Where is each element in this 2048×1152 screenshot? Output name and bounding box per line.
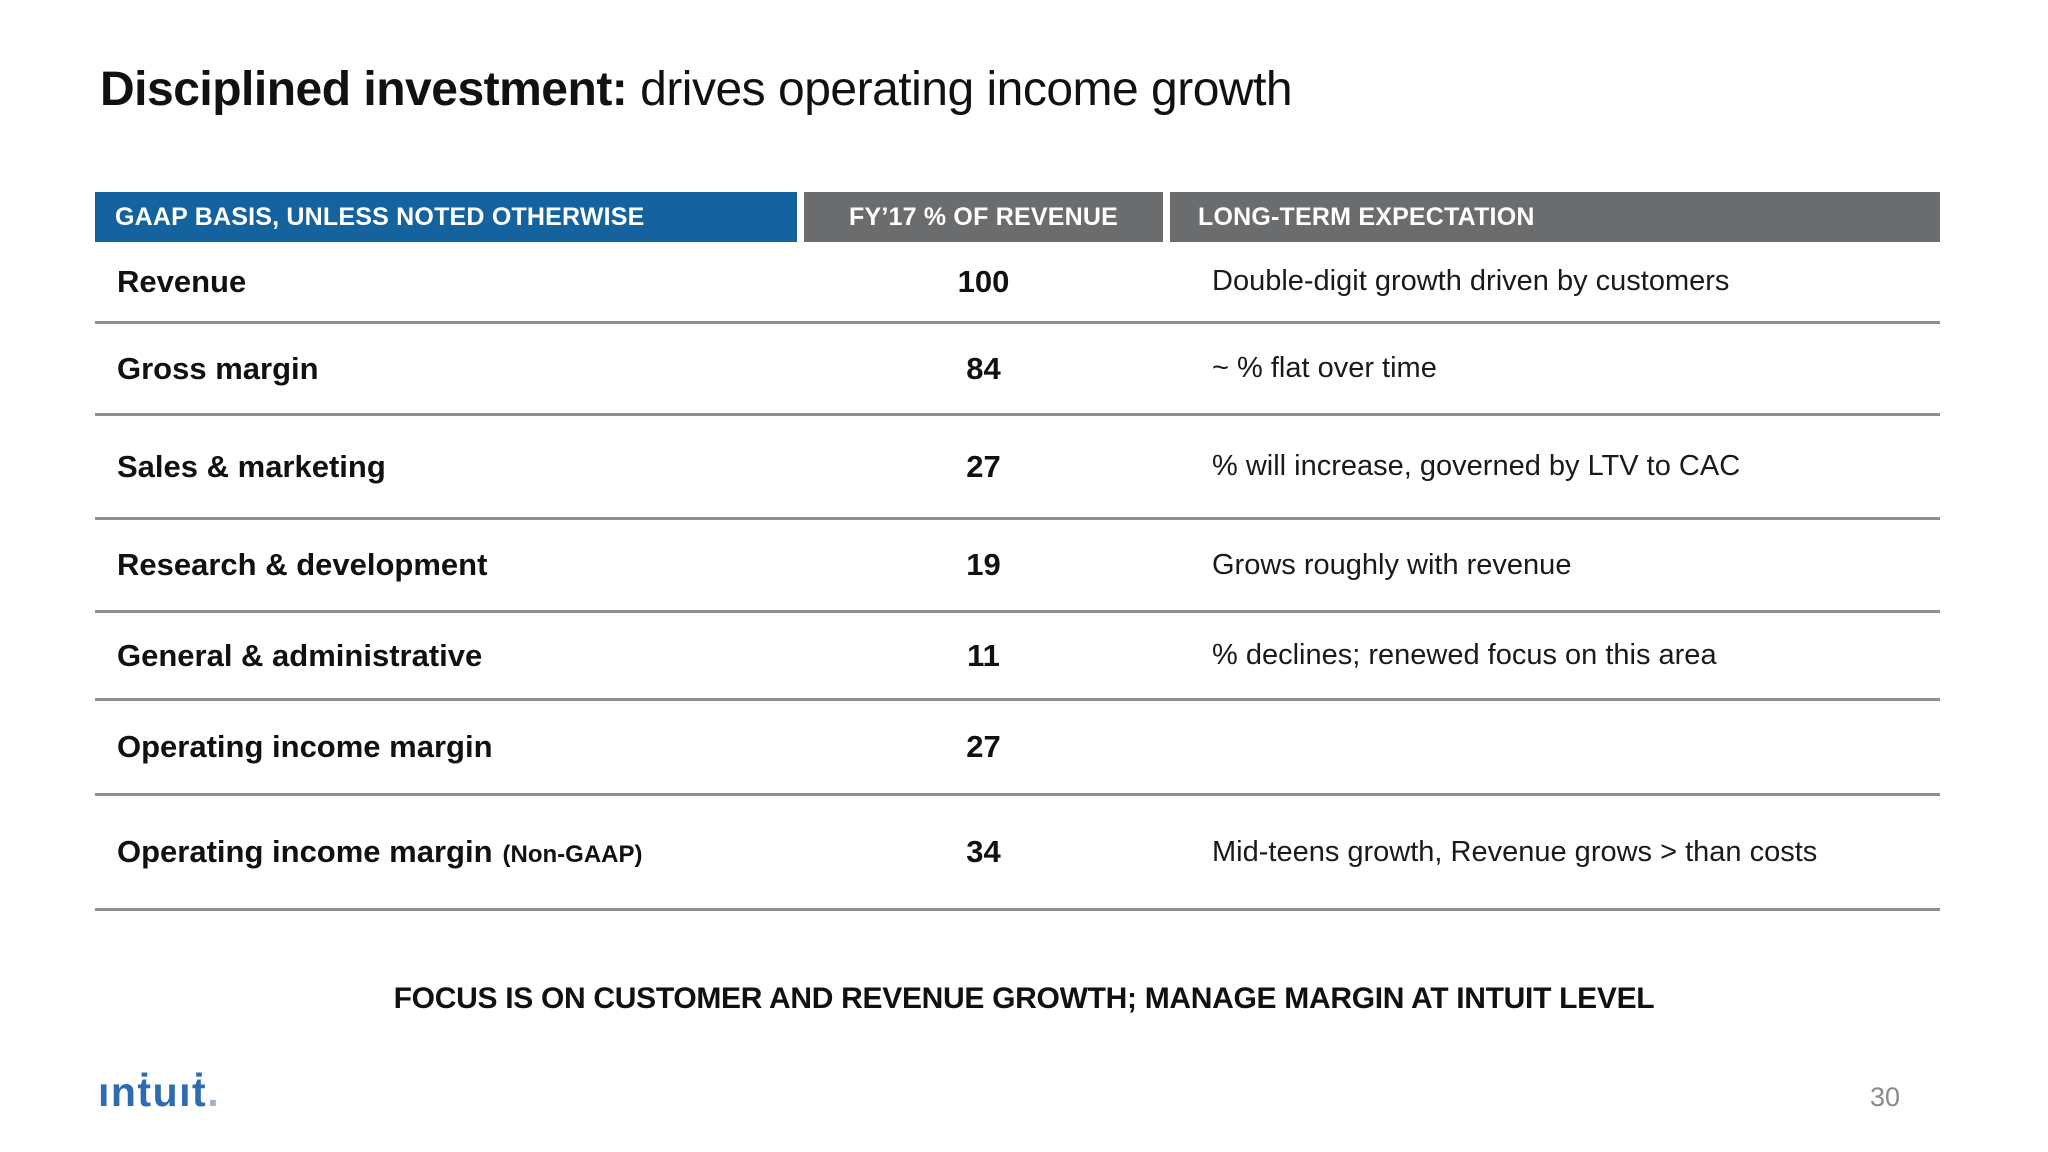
table-row-sales-marketing: Sales & marketing 27 % will increase, go… [95,416,1940,520]
row-value: 27 [966,448,1001,484]
row-label: Sales & marketing [117,448,386,484]
row-label: General & administrative [117,637,483,673]
row-value: 100 [957,263,1010,299]
row-label-suffix: (Non-GAAP) [502,841,643,868]
row-expectation: Mid-teens growth, Revenue grows > than c… [1212,835,1818,868]
row-expectation: Double-digit growth driven by customers [1212,265,1730,297]
row-expectation: % declines; renewed focus on this area [1212,639,1717,671]
row-value: 11 [967,637,1000,673]
title-emphasis: Disciplined investment: [100,63,628,116]
table-row-revenue: Revenue 100 Double-digit growth driven b… [95,242,1940,324]
table-header-row: GAAP BASIS, UNLESS NOTED OTHERWISE FY’17… [95,192,1940,242]
row-label: Gross margin [117,350,319,386]
row-label: Research & development [117,547,488,582]
intuit-logo: ınṫuıṫ. [98,1072,219,1113]
investment-table: GAAP BASIS, UNLESS NOTED OTHERWISE FY’17… [95,192,1940,911]
row-value: 27 [966,729,1001,764]
table-row-operating-income-margin-non-gaap: Operating income margin (Non-GAAP) 34 Mid… [95,796,1940,911]
table-row-general-administrative: General & administrative 11 % declines; … [95,613,1940,701]
page-number: 30 [1869,1082,1900,1112]
row-label: Operating income margin [117,729,493,764]
intuit-logo-text: ınṫuıṫ [98,1069,208,1115]
row-expectation: ~ % flat over time [1212,352,1437,384]
row-expectation: % will increase, governed by LTV to CAC [1212,450,1741,482]
row-label: Revenue [117,263,247,299]
row-expectation: Grows roughly with revenue [1212,548,1572,581]
table-row-operating-income-margin: Operating income margin 27 [95,701,1940,796]
row-value: 34 [966,834,1001,869]
header-fy17-percent-revenue: FY’17 % OF REVENUE [804,192,1163,242]
row-value: 84 [966,350,1001,386]
header-gaap-basis: GAAP BASIS, UNLESS NOTED OTHERWISE [95,192,797,242]
header-long-term-expectation: LONG-TERM EXPECTATION [1170,192,1940,242]
row-value: 19 [966,547,1001,582]
title-remainder: drives operating income growth [627,63,1293,116]
slide-title: Disciplined investment: drives operating… [100,62,1293,117]
table-row-gross-margin: Gross margin 84 ~ % flat over time [95,324,1940,416]
intuit-logo-dot: . [207,1069,219,1115]
footer-note: FOCUS IS ON CUSTOMER AND REVENUE GROWTH;… [393,982,1655,1015]
table-row-research-development: Research & development 19 Grows roughly … [95,520,1940,613]
table-body: Revenue 100 Double-digit growth driven b… [95,242,1940,911]
row-label: Operating income margin (Non-GAAP) [117,834,643,869]
